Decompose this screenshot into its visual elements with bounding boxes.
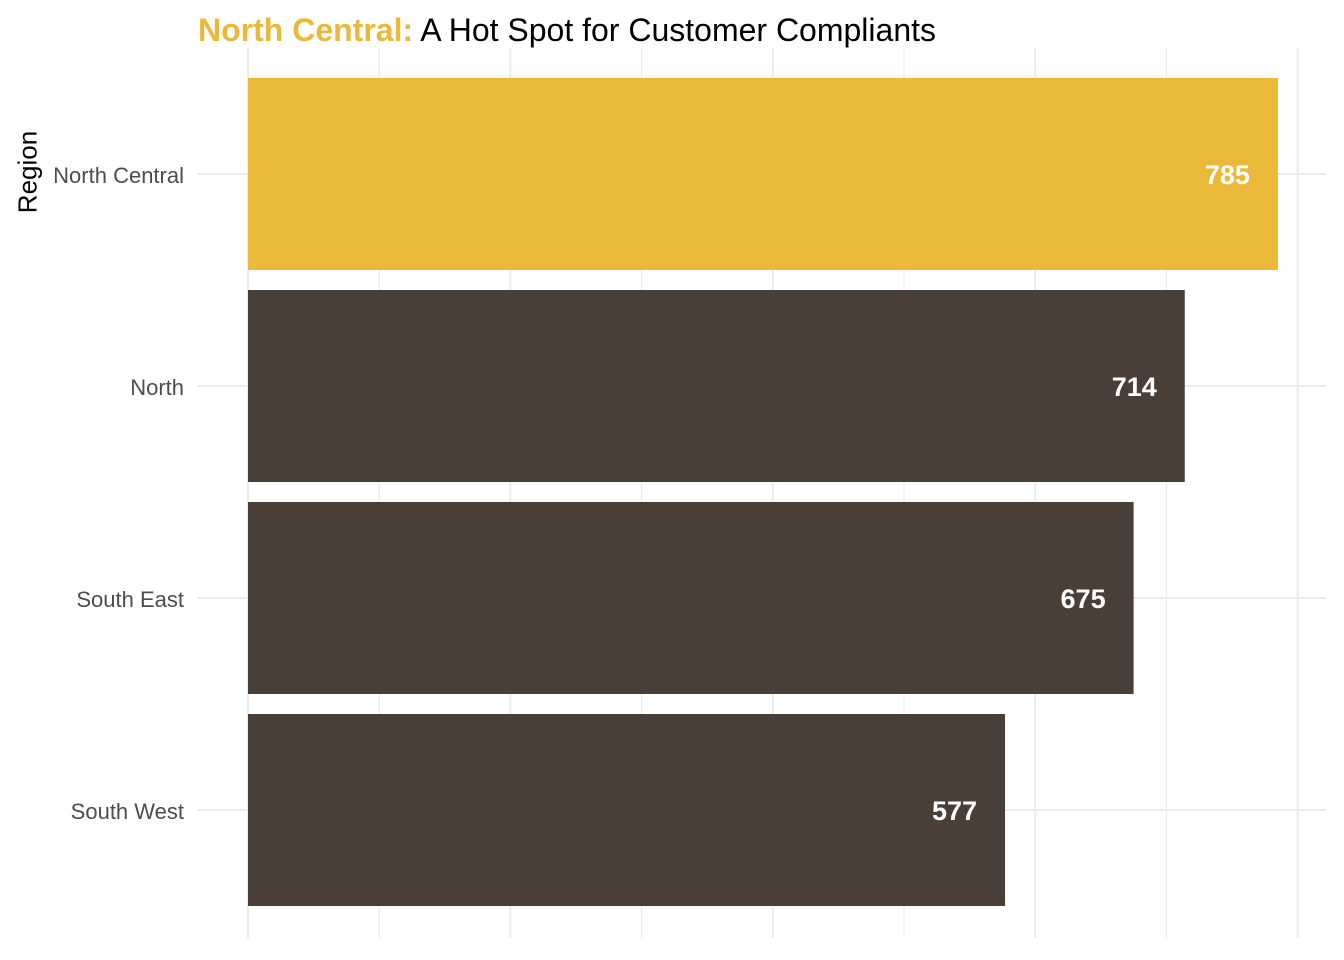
y-tick-label: South West xyxy=(71,799,184,824)
chart-title-highlight: North Central: xyxy=(198,12,414,48)
y-tick-label: North xyxy=(130,375,184,400)
bar xyxy=(248,78,1278,270)
chart-title: North Central: A Hot Spot for Customer C… xyxy=(198,10,936,50)
bar xyxy=(248,290,1185,482)
y-tick-label: North Central xyxy=(53,163,184,188)
bar-value-label: 714 xyxy=(1112,372,1157,402)
bar xyxy=(248,502,1134,694)
y-tick-label: South East xyxy=(76,587,184,612)
bar-value-label: 675 xyxy=(1061,584,1106,614)
chart-title-rest: A Hot Spot for Customer Compliants xyxy=(413,12,936,48)
bar-value-label: 785 xyxy=(1205,160,1250,190)
bar-value-label: 577 xyxy=(932,796,977,826)
bar xyxy=(248,714,1006,906)
